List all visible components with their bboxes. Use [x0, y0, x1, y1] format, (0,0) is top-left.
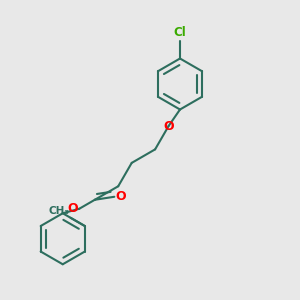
Text: O: O: [116, 190, 127, 203]
Text: O: O: [67, 202, 78, 215]
Text: Cl: Cl: [174, 26, 186, 39]
Text: CH₃: CH₃: [49, 206, 70, 216]
Text: O: O: [163, 119, 174, 133]
